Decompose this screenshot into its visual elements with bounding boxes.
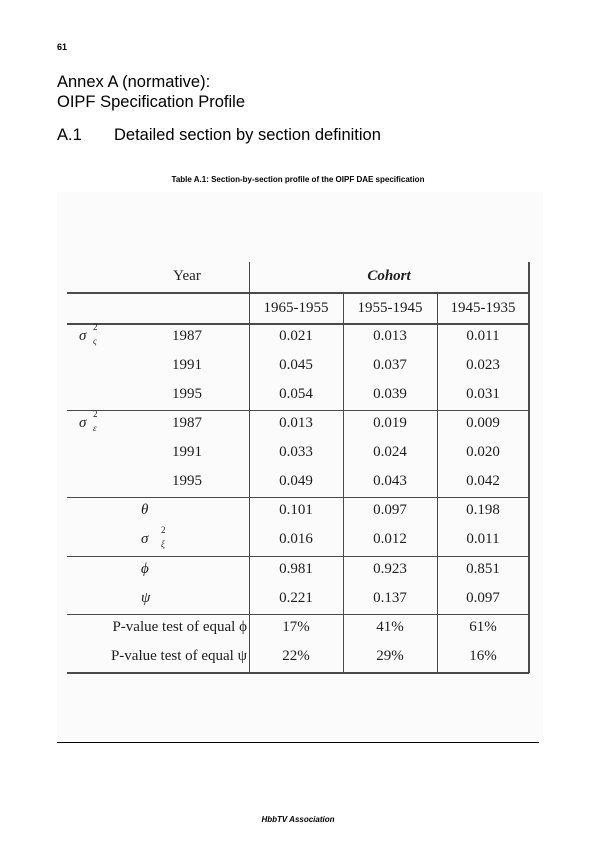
table-caption: Table A.1: Section-by-section profile of…	[0, 175, 596, 184]
table-cell: 0.045	[249, 357, 343, 374]
table-rule-group2	[67, 497, 529, 498]
table-cell: 0.097	[437, 590, 529, 607]
table-cell: 41%	[343, 619, 437, 636]
table-vrule-right	[528, 262, 530, 673]
row-symbol-sub: ς	[93, 336, 103, 346]
table-cell: 0.137	[343, 590, 437, 607]
table-cell: 0.221	[249, 590, 343, 607]
table-cell: 0.011	[437, 328, 529, 345]
table-cell: 0.037	[343, 357, 437, 374]
row-symbol-sub: ξ	[161, 539, 171, 549]
table-cell: 0.031	[437, 386, 529, 403]
table-cell: 0.012	[343, 531, 437, 548]
annex-heading: Annex A (normative): OIPF Specification …	[57, 72, 245, 112]
row-symbol: ϕ	[141, 561, 161, 578]
table-cell: 0.043	[343, 473, 437, 490]
section-title: Detailed section by section definition	[114, 126, 381, 144]
row-symbol-sup: 2	[93, 409, 103, 419]
row-year: 1991	[157, 444, 217, 461]
table-rule-header	[67, 292, 529, 294]
annex-heading-line2: OIPF Specification Profile	[57, 92, 245, 112]
table-cell: 0.101	[249, 502, 343, 519]
page-number: 61	[57, 42, 67, 52]
table-rule-group3	[67, 556, 529, 557]
table-cell: 0.097	[343, 502, 437, 519]
row-symbol-sub: ε	[93, 423, 103, 433]
table-cell: 0.024	[343, 444, 437, 461]
table-cell: 0.923	[343, 561, 437, 578]
annex-heading-line1: Annex A (normative):	[57, 72, 245, 92]
column-header-1: 1965-1955	[249, 300, 343, 317]
table-cell: 61%	[437, 619, 529, 636]
row-symbol: σ	[141, 531, 161, 548]
table-cell: 0.013	[249, 415, 343, 432]
row-year: 1991	[157, 357, 217, 374]
table-rule-group4	[67, 614, 529, 615]
row-symbol: σ	[79, 328, 93, 345]
row-year: 1987	[157, 415, 217, 432]
footer-text: HbbTV Association	[0, 815, 596, 824]
table-cell: 0.016	[249, 531, 343, 548]
row-symbol: θ	[141, 502, 161, 519]
table-cell: 16%	[437, 648, 529, 665]
column-header-3: 1945-1935	[437, 300, 529, 317]
table-cell: 0.981	[249, 561, 343, 578]
table-cell: 0.049	[249, 473, 343, 490]
table-cell: 0.851	[437, 561, 529, 578]
table-cell: 0.042	[437, 473, 529, 490]
table-cell: 0.013	[343, 328, 437, 345]
row-label: P-value test of equal ψ	[67, 648, 247, 665]
row-label: P-value test of equal ϕ	[67, 619, 247, 636]
table-cell: 0.009	[437, 415, 529, 432]
row-year: 1995	[157, 386, 217, 403]
table-cell: 22%	[249, 648, 343, 665]
footer-rule	[57, 742, 539, 743]
table-cell: 0.020	[437, 444, 529, 461]
table-cell: 0.021	[249, 328, 343, 345]
row-symbol: ψ	[141, 590, 161, 607]
row-year: 1987	[157, 328, 217, 345]
table-cell: 29%	[343, 648, 437, 665]
table-cell: 0.054	[249, 386, 343, 403]
row-year: 1995	[157, 473, 217, 490]
section-heading: A.1 Detailed section by section definitio…	[57, 125, 381, 145]
table-vrule-1	[249, 262, 250, 673]
row-symbol-sup: 2	[93, 322, 103, 332]
table-rule-subheader	[67, 323, 529, 325]
row-symbol: σ	[79, 415, 93, 432]
scanned-table: Year Cohort 1965-1955 1955-1945 1945-193…	[57, 192, 543, 738]
table-cell: 0.023	[437, 357, 529, 374]
section-number: A.1	[57, 125, 114, 145]
table-cell: 0.033	[249, 444, 343, 461]
table-cell: 0.198	[437, 502, 529, 519]
table-cell: 17%	[249, 619, 343, 636]
column-header-2: 1955-1945	[343, 300, 437, 317]
table-cell: 0.019	[343, 415, 437, 432]
table-rule-bottom	[67, 672, 529, 674]
table-cell: 0.011	[437, 531, 529, 548]
table-rule-group1	[67, 410, 529, 411]
cohort-header: Cohort	[249, 268, 529, 285]
table-cell: 0.039	[343, 386, 437, 403]
row-symbol-sup: 2	[161, 525, 171, 535]
